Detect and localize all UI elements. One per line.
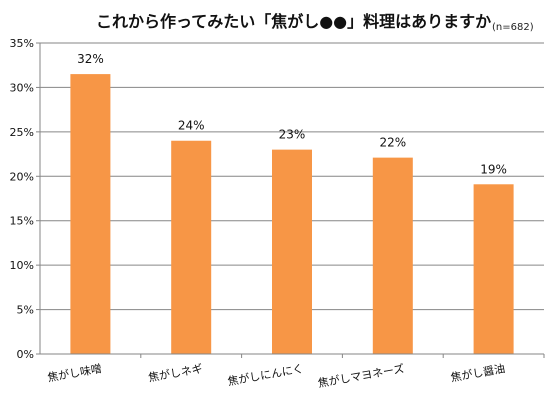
- bar: [272, 149, 312, 354]
- data-label: 24%: [178, 119, 205, 133]
- bar: [171, 140, 212, 354]
- chart-title: これから作ってみたい「焦がし●●」料理はありますか: [96, 12, 492, 31]
- y-tick-label: 35%: [10, 37, 34, 50]
- y-tick-label: 0%: [17, 348, 34, 361]
- sample-size-note: (n=682): [492, 22, 534, 33]
- data-label: 32%: [77, 52, 104, 66]
- data-label: 22%: [379, 136, 406, 150]
- y-tick-label: 25%: [10, 126, 34, 139]
- y-tick-label: 15%: [10, 215, 34, 228]
- bar: [70, 74, 111, 354]
- data-label: 23%: [279, 128, 306, 142]
- data-label: 19%: [480, 162, 507, 176]
- bar: [473, 184, 514, 354]
- bar: [372, 157, 413, 354]
- category-label: 焦がしネギ: [147, 361, 204, 384]
- category-labels: 焦がし味噌 焦がしネギ 焦がしにんにく 焦がしマヨネーズ 焦がし醤油: [46, 361, 506, 390]
- data-labels: 32% 24% 23% 22% 19%: [77, 52, 507, 176]
- y-tick-label: 30%: [10, 81, 34, 94]
- category-label: 焦がしにんにく: [226, 361, 304, 388]
- y-tick-label: 20%: [10, 170, 34, 183]
- category-label: 焦がし味噌: [46, 361, 103, 384]
- y-axis-ticks: 0% 5% 10% 15% 20% 25% 30% 35%: [10, 37, 34, 361]
- bars: [70, 74, 514, 354]
- y-tick-label: 10%: [10, 259, 34, 272]
- y-tick-label: 5%: [17, 304, 34, 317]
- category-label: 焦がしマヨネーズ: [317, 361, 406, 390]
- category-label: 焦がし醤油: [450, 361, 507, 384]
- axes: [36, 42, 545, 358]
